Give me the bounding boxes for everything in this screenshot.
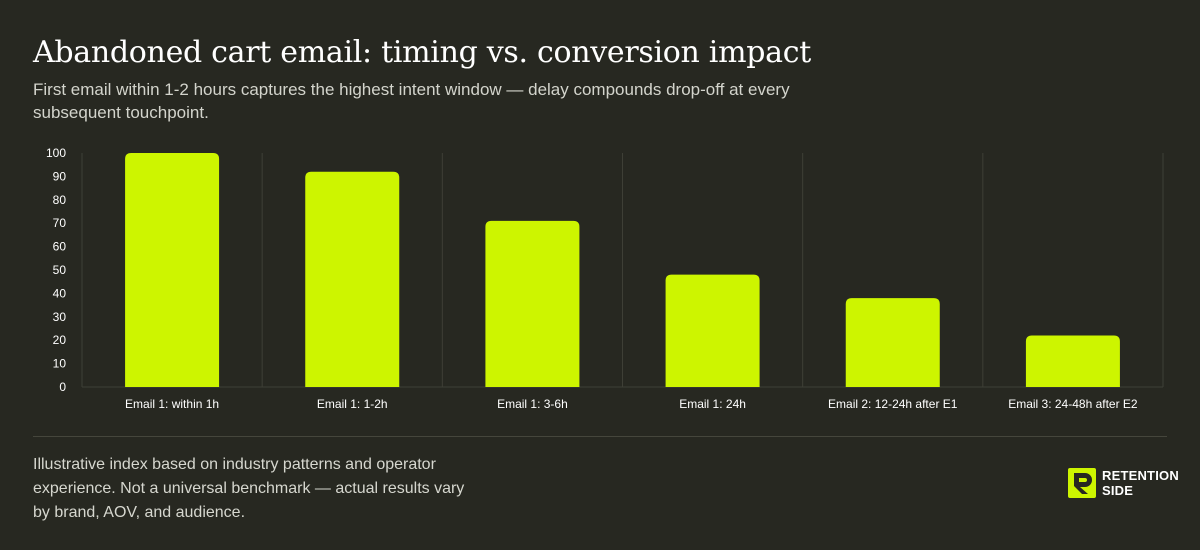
y-tick-label: 30 bbox=[53, 310, 67, 324]
y-tick-label: 0 bbox=[59, 380, 66, 394]
x-tick-label: Email 1: within 1h bbox=[125, 397, 219, 411]
y-tick-label: 100 bbox=[46, 146, 66, 160]
chart-title: Abandoned cart email: timing vs. convers… bbox=[33, 35, 811, 70]
bar bbox=[665, 274, 760, 387]
chart-subtitle: First email within 1-2 hours captures th… bbox=[33, 80, 790, 122]
bar bbox=[125, 153, 220, 387]
y-tick-label: 40 bbox=[53, 286, 67, 300]
brand-line-2: SIDE bbox=[1102, 483, 1134, 498]
bar bbox=[485, 220, 580, 387]
bar-chart: 0 10 20 30 40 50 60 70 80 90 100 Email 1: within 1… bbox=[46, 146, 1164, 411]
grid-lines bbox=[81, 153, 1164, 388]
y-tick-label: 50 bbox=[53, 263, 67, 277]
x-tick-label: Email 1: 3-6h bbox=[497, 397, 568, 411]
x-tick-label: Email 1: 1-2h bbox=[317, 397, 388, 411]
y-tick-label: 70 bbox=[53, 216, 67, 230]
brand-line-1: RETENTION bbox=[1102, 468, 1179, 483]
x-axis-labels: Email 1: within 1h Email 1: 1-2h Email 1: … bbox=[125, 397, 1138, 411]
x-tick-label: Email 2: 12-24h after E1 bbox=[828, 397, 958, 411]
bars bbox=[125, 153, 1120, 387]
retention-side-logo-icon bbox=[1068, 468, 1096, 498]
x-tick-label: Email 3: 24-48h after E2 bbox=[1008, 397, 1138, 411]
y-tick-label: 60 bbox=[53, 240, 67, 254]
bar bbox=[305, 171, 400, 387]
bar bbox=[1025, 335, 1120, 387]
brand-name: RETENTION SIDE bbox=[1102, 468, 1179, 498]
divider bbox=[33, 436, 1167, 437]
y-tick-label: 80 bbox=[53, 193, 67, 207]
footnote: Illustrative index based on industry pat… bbox=[33, 456, 465, 521]
brand-logo: RETENTION SIDE bbox=[1068, 468, 1179, 498]
x-tick-label: Email 1: 24h bbox=[679, 397, 746, 411]
y-tick-label: 90 bbox=[53, 169, 67, 183]
y-tick-label: 20 bbox=[53, 333, 67, 347]
bar bbox=[845, 298, 940, 387]
y-tick-label: 10 bbox=[53, 357, 67, 371]
y-axis: 0 10 20 30 40 50 60 70 80 90 100 bbox=[46, 146, 66, 394]
